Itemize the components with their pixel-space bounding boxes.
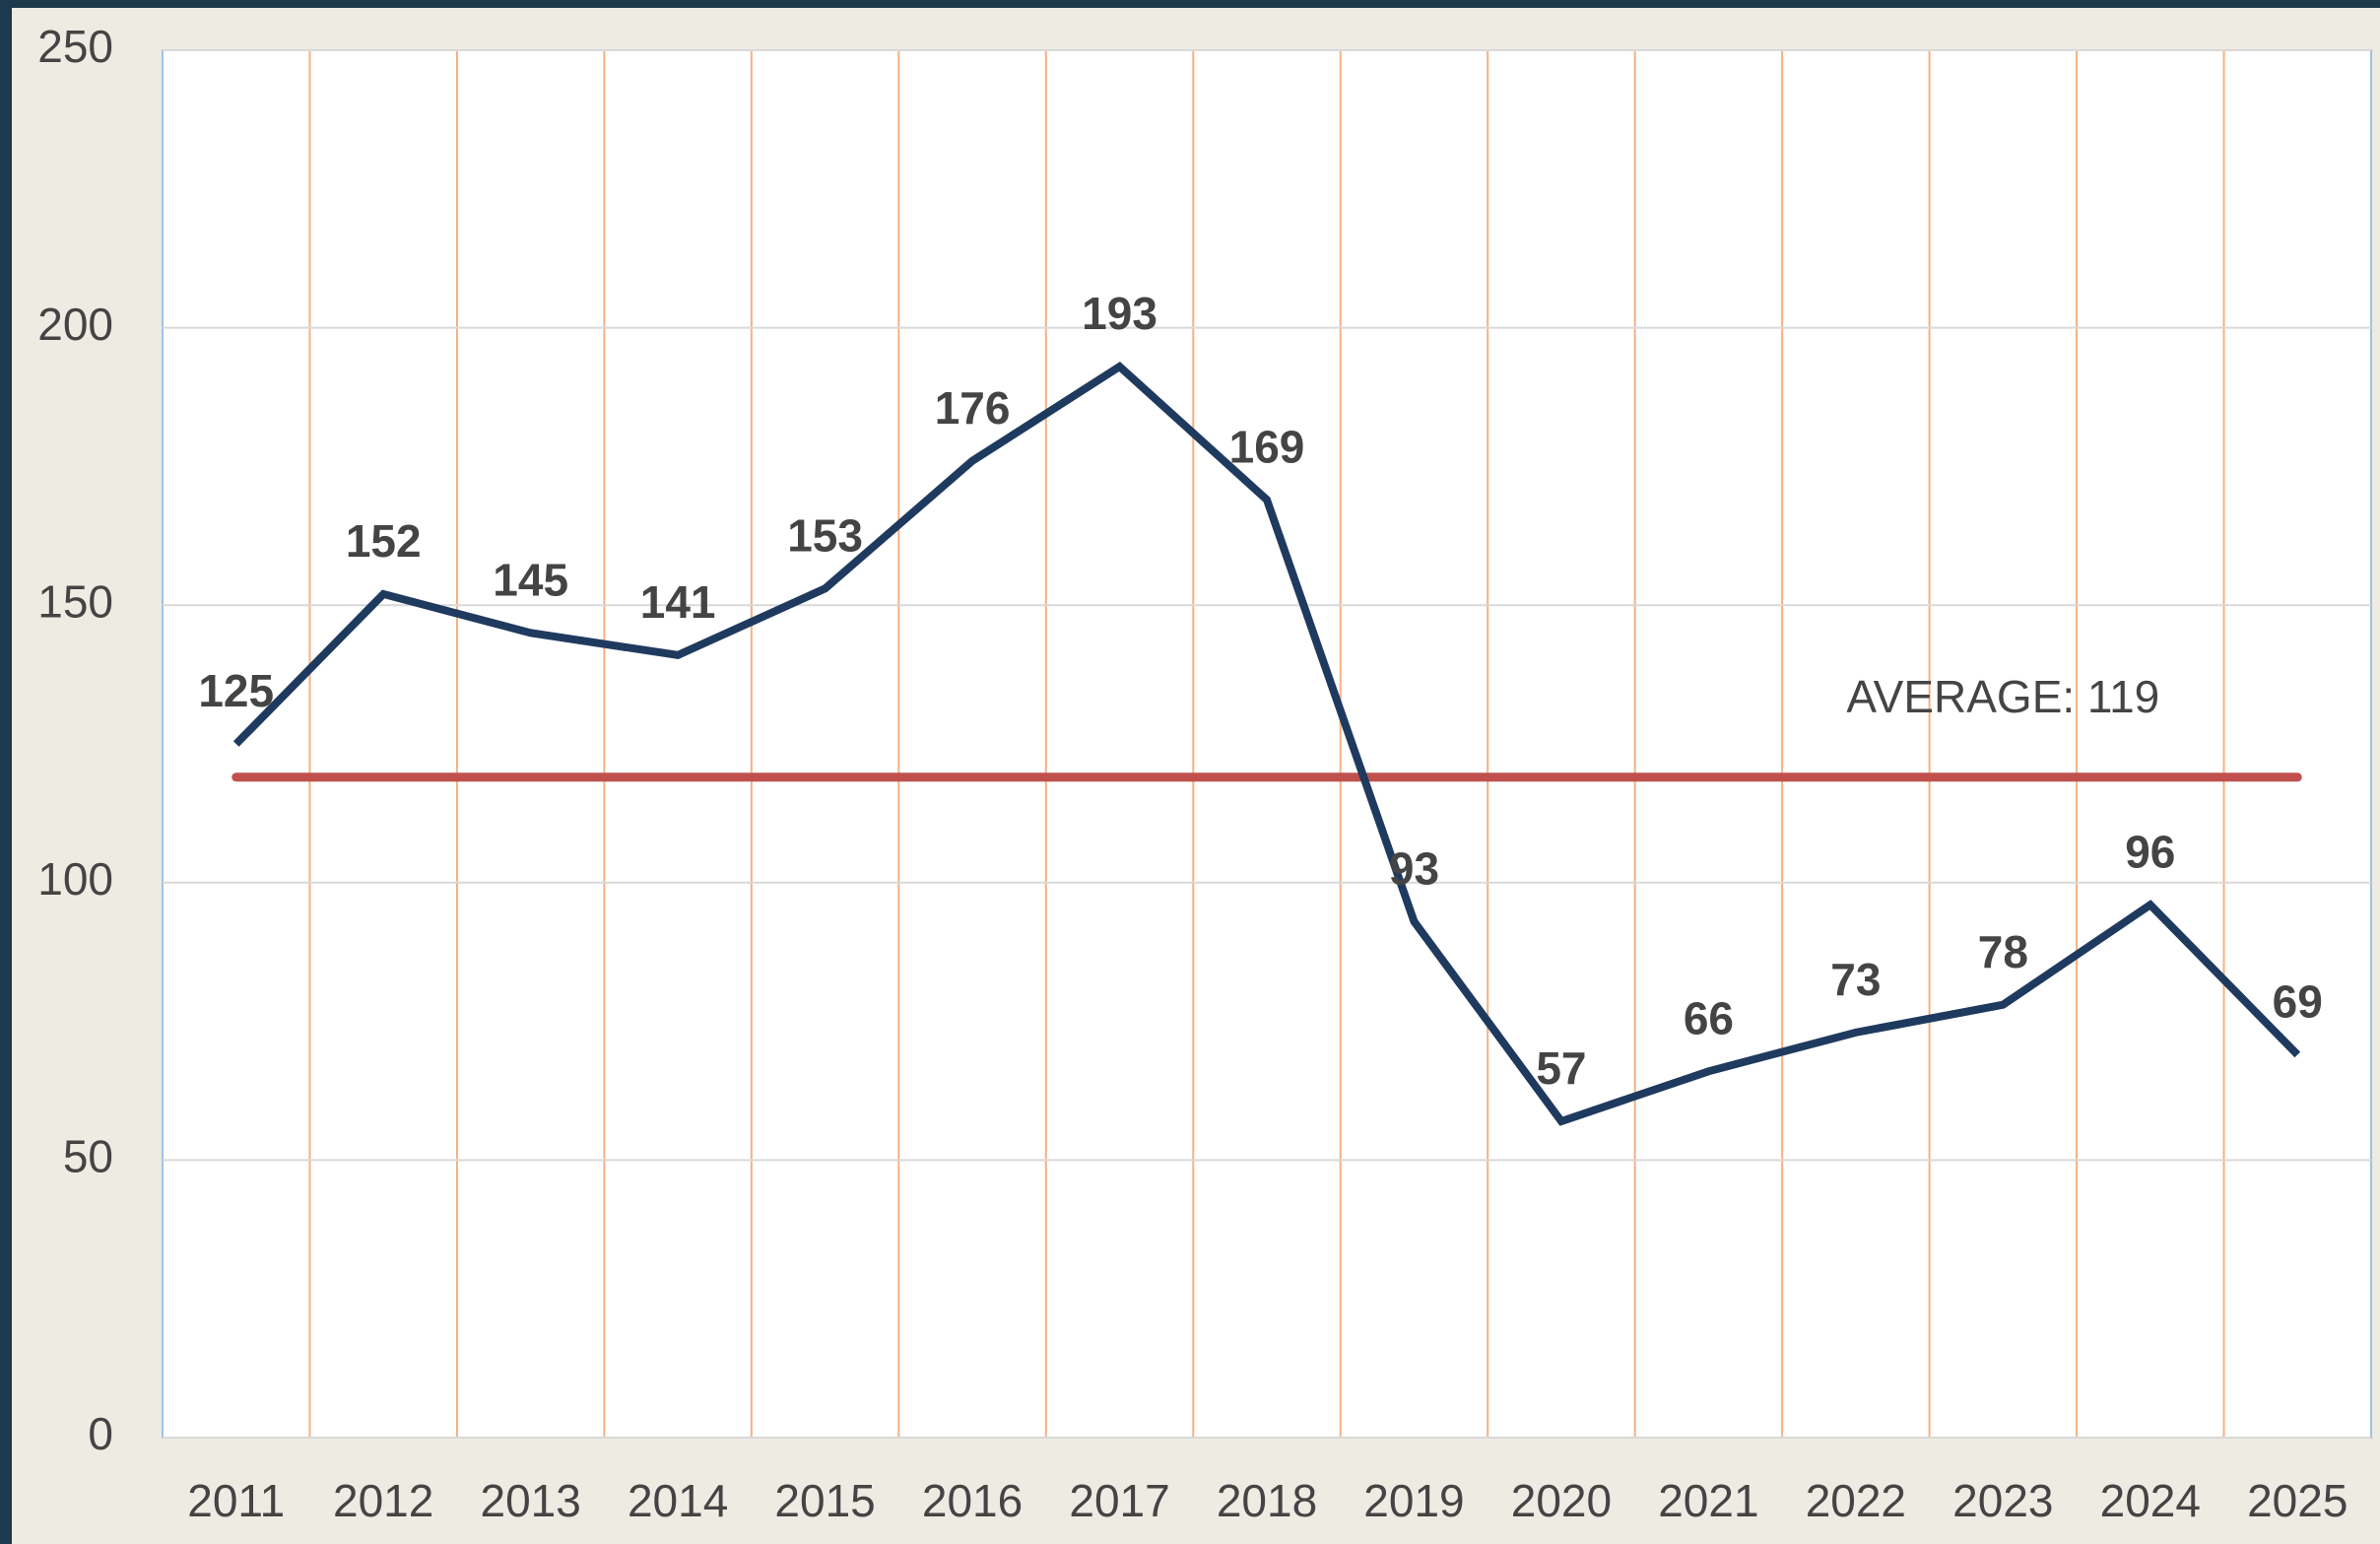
x-tick-label: 2019 (1363, 1475, 1464, 1526)
x-tick-label: 2021 (1658, 1475, 1758, 1526)
x-tick-label: 2013 (480, 1475, 580, 1526)
x-tick-label: 2022 (1806, 1475, 1906, 1526)
y-tick-label: 0 (88, 1408, 113, 1459)
data-label: 125 (198, 665, 274, 716)
data-label: 152 (346, 515, 422, 567)
data-label: 169 (1229, 421, 1305, 472)
data-label: 96 (2125, 826, 2175, 877)
data-label: 93 (1389, 842, 1439, 894)
x-tick-label: 2023 (1952, 1475, 2053, 1526)
x-tick-label: 2012 (333, 1475, 433, 1526)
y-tick-label: 250 (37, 21, 113, 72)
x-tick-label: 2016 (922, 1475, 1023, 1526)
data-label: 145 (493, 555, 568, 606)
data-label: 57 (1536, 1042, 1586, 1094)
data-label: 66 (1684, 992, 1734, 1043)
data-label: 78 (1978, 926, 2028, 977)
plot-area (162, 49, 2372, 1439)
x-tick-label: 2025 (2247, 1475, 2347, 1526)
frame-top (0, 0, 2380, 8)
x-tick-label: 2018 (1217, 1475, 1317, 1526)
x-tick-label: 2014 (628, 1475, 728, 1526)
data-label: 176 (935, 382, 1011, 434)
x-tick-label: 2015 (774, 1475, 875, 1526)
average-label: AVERAGE: 119 (1846, 671, 2159, 722)
y-tick-label: 50 (63, 1131, 113, 1182)
data-label: 141 (640, 576, 716, 628)
x-tick-label: 2011 (187, 1475, 285, 1526)
data-label: 73 (1830, 954, 1881, 1005)
x-tick-label: 2024 (2100, 1475, 2201, 1526)
y-tick-label: 150 (37, 575, 113, 627)
data-label: 69 (2273, 976, 2323, 1028)
y-tick-label: 200 (37, 299, 113, 350)
data-label: 153 (787, 509, 863, 561)
x-tick-label: 2017 (1069, 1475, 1169, 1526)
frame-left (0, 0, 12, 1544)
data-line (232, 362, 2301, 1126)
data-label: 193 (1082, 288, 1157, 339)
y-tick-label: 100 (37, 853, 113, 905)
x-tick-label: 2020 (1511, 1475, 1612, 1526)
